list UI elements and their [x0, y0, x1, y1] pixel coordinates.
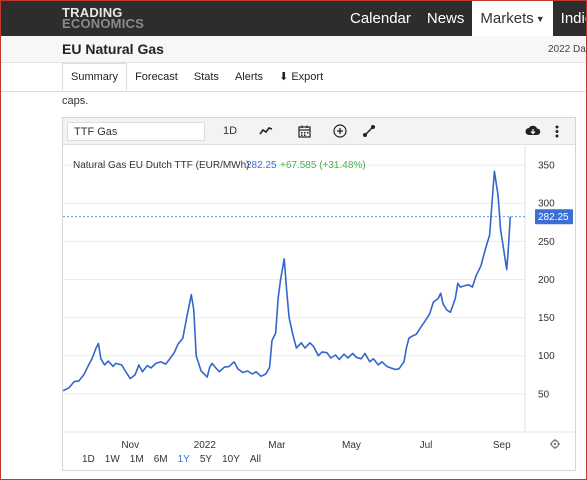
y-axis: 50 100 150 200 250 300 350 — [538, 161, 555, 401]
range-5y[interactable]: 5Y — [199, 454, 213, 465]
x-tick-label: Jul — [420, 440, 433, 451]
logo-line2: ECONOMICS — [62, 16, 144, 31]
nav-calendar[interactable]: Calendar — [350, 10, 411, 27]
tab-bar: Summary Forecast Stats Alerts ⬇ Export — [62, 63, 331, 92]
caret-down-icon: ▼ — [535, 13, 545, 24]
range-1y[interactable]: 1Y — [177, 454, 190, 465]
x-tick-label: 2022 — [194, 440, 217, 451]
logo-line1: TRADING — [62, 5, 123, 20]
page-title: EU Natural Gas — [62, 41, 164, 57]
range-all[interactable]: All — [249, 454, 261, 465]
y-tick-label: 50 — [538, 389, 550, 400]
export-icon: ⬇ — [279, 71, 289, 83]
line-chart-icon[interactable] — [255, 122, 277, 141]
draw-icon[interactable] — [358, 122, 380, 141]
last-value-text: 282.25 — [246, 160, 277, 171]
chart-toolbar: 1D — [63, 118, 575, 145]
last-price-tag: 282.25 — [535, 209, 573, 225]
chart-container: 1D Natural Gas EU Dutch TTF (EUR/MWh) — [62, 117, 576, 471]
y-tick-label: 100 — [538, 351, 555, 362]
x-tick-label: Mar — [268, 440, 286, 451]
tab-alerts[interactable]: Alerts — [234, 71, 264, 83]
range-10y[interactable]: 10Y — [222, 454, 240, 465]
x-axis: Nov 2022 Mar May Jul Sep — [121, 440, 511, 451]
range-1m[interactable]: 1M — [129, 454, 144, 465]
nav-markets[interactable]: Markets ▼ — [472, 1, 553, 36]
date-text: 2022 Da — [548, 44, 586, 55]
tabs-divider — [1, 91, 586, 92]
site-logo[interactable]: TRADING ECONOMICS — [62, 5, 144, 31]
add-icon[interactable] — [329, 122, 351, 141]
more-icon[interactable] — [548, 122, 566, 141]
description-text: caps. — [62, 95, 89, 107]
price-chart[interactable]: Natural Gas EU Dutch TTF (EUR/MWh) 282.2… — [63, 146, 575, 472]
price-line — [63, 170, 512, 392]
tab-summary[interactable]: Summary — [62, 63, 128, 92]
nav-markets-label: Markets — [480, 10, 534, 27]
top-navbar: TRADING ECONOMICS Calendar News Markets ▼… — [1, 1, 586, 36]
range-6m[interactable]: 6M — [153, 454, 168, 465]
tab-export-label: Export — [291, 71, 324, 83]
tab-export[interactable]: ⬇ Export — [271, 63, 331, 92]
nav-news[interactable]: News — [426, 10, 465, 27]
main-nav: Calendar News Markets▼ Indicators — [342, 1, 586, 36]
settings-gear-icon[interactable] — [550, 439, 560, 449]
y-tick-label: 250 — [538, 237, 555, 248]
symbol-input[interactable] — [67, 122, 205, 141]
y-tick-label: 150 — [538, 313, 555, 324]
x-tick-label: Nov — [121, 440, 139, 451]
range-1w[interactable]: 1W — [104, 454, 120, 465]
download-icon[interactable] — [522, 122, 544, 141]
tab-forecast[interactable]: Forecast — [135, 71, 178, 83]
y-tick-label: 200 — [538, 275, 555, 286]
y-tick-label: 350 — [538, 161, 555, 172]
change-text: +67.585 (+31.48%) — [280, 160, 366, 171]
x-tick-label: Sep — [493, 440, 511, 451]
interval-button[interactable]: 1D — [222, 125, 238, 137]
y-tick-label: 300 — [538, 199, 555, 210]
calendar-icon[interactable] — [293, 122, 315, 141]
nav-indicators[interactable]: Indicators — [560, 10, 586, 27]
range-1d[interactable]: 1D — [82, 454, 95, 465]
page-subheader: EU Natural Gas 2022 Da — [1, 36, 586, 63]
series-title: Natural Gas EU Dutch TTF (EUR/MWh) — [73, 160, 250, 171]
tab-stats[interactable]: Stats — [193, 71, 219, 83]
grid-lines — [63, 164, 525, 395]
range-selector: 1D 1W 1M 6M 1Y 5Y 10Y All — [77, 454, 266, 465]
x-tick-label: May — [342, 440, 361, 451]
last-price-tag-text: 282.25 — [538, 212, 569, 223]
